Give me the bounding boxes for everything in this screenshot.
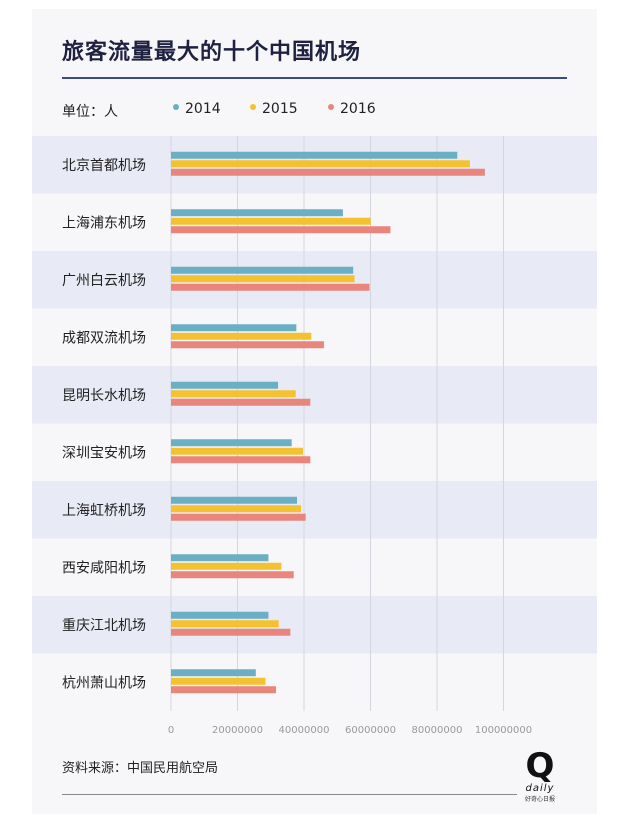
bar-2015 <box>171 275 355 283</box>
bar-2014 <box>171 151 458 159</box>
category-label: 广州白云机场 <box>62 273 146 289</box>
bar-2015 <box>171 160 470 168</box>
category-label: 上海浦东机场 <box>62 215 146 231</box>
legend-dot-2016 <box>328 104 334 110</box>
source-note: 资料来源：中国民用航空局 <box>62 761 219 776</box>
x-tick-label: 20000000 <box>212 725 263 736</box>
bar-2014 <box>171 611 269 619</box>
bar-2016 <box>171 283 370 291</box>
category-label: 上海虹桥机场 <box>62 503 146 519</box>
qdaily-logo: Q daily 好奇心日报 <box>525 746 555 803</box>
legend-label: 2016 <box>340 101 376 117</box>
category-label: 杭州萧山机场 <box>62 675 146 691</box>
bar-2016 <box>171 456 311 464</box>
svg-text:好奇心日报: 好奇心日报 <box>525 795 555 803</box>
category-label: 北京首都机场 <box>62 158 146 174</box>
bar-2014 <box>171 324 297 332</box>
x-tick-label: 0 <box>168 725 174 736</box>
legend-label: 2015 <box>262 101 298 117</box>
bar-2016 <box>171 341 324 349</box>
bar-2014 <box>171 381 279 389</box>
svg-text:Q: Q <box>526 746 555 786</box>
bar-2016 <box>171 398 311 406</box>
bar-2015 <box>171 332 312 340</box>
unit-label: 单位：人 <box>62 104 118 120</box>
bar-2015 <box>171 677 266 685</box>
chart-card: 旅客流量最大的十个中国机场 单位：人 2014 2015 2016 北京首都机场… <box>32 9 597 814</box>
category-label: 昆明长水机场 <box>62 388 146 404</box>
bar-2015 <box>171 620 279 628</box>
category-label: 重庆江北机场 <box>62 618 146 634</box>
bar-2014 <box>171 554 269 562</box>
legend-dot-2014 <box>173 104 179 110</box>
bar-2015 <box>171 390 296 398</box>
svg-text:daily: daily <box>526 783 555 794</box>
bar-chart: 北京首都机场上海浦东机场广州白云机场成都双流机场昆明长水机场深圳宝安机场上海虹桥… <box>32 136 597 736</box>
bar-2014 <box>171 439 292 447</box>
x-tick-label: 80000000 <box>412 725 463 736</box>
bar-2014 <box>171 496 298 504</box>
bar-2016 <box>171 628 291 636</box>
legend-dot-2015 <box>250 104 256 110</box>
bar-2015 <box>171 505 302 513</box>
row-band <box>32 366 597 424</box>
x-tick-label: 60000000 <box>345 725 396 736</box>
legend-item-2015: 2015 <box>250 101 298 117</box>
row-band <box>32 596 597 654</box>
bar-2015 <box>171 447 304 455</box>
legend-item-2014: 2014 <box>173 101 221 117</box>
bar-2015 <box>171 217 371 225</box>
bar-2014 <box>171 209 343 217</box>
row-band <box>32 481 597 539</box>
x-tick-label: 100000000 <box>475 725 532 736</box>
bar-2014 <box>171 266 354 274</box>
bar-2014 <box>171 669 256 677</box>
title-divider <box>62 77 567 79</box>
bar-2016 <box>171 571 294 579</box>
x-tick-label: 40000000 <box>279 725 330 736</box>
category-label: 西安咸阳机场 <box>62 560 146 576</box>
bar-2016 <box>171 513 306 521</box>
category-label: 深圳宝安机场 <box>62 445 146 461</box>
legend-label: 2014 <box>185 101 221 117</box>
bar-2016 <box>171 686 277 694</box>
bottom-divider <box>62 794 517 795</box>
legend-item-2016: 2016 <box>328 101 376 117</box>
category-label: 成都双流机场 <box>62 330 146 346</box>
chart-title: 旅客流量最大的十个中国机场 <box>62 40 362 65</box>
bar-2016 <box>171 226 391 234</box>
bar-2015 <box>171 562 282 570</box>
bar-2016 <box>171 168 485 176</box>
